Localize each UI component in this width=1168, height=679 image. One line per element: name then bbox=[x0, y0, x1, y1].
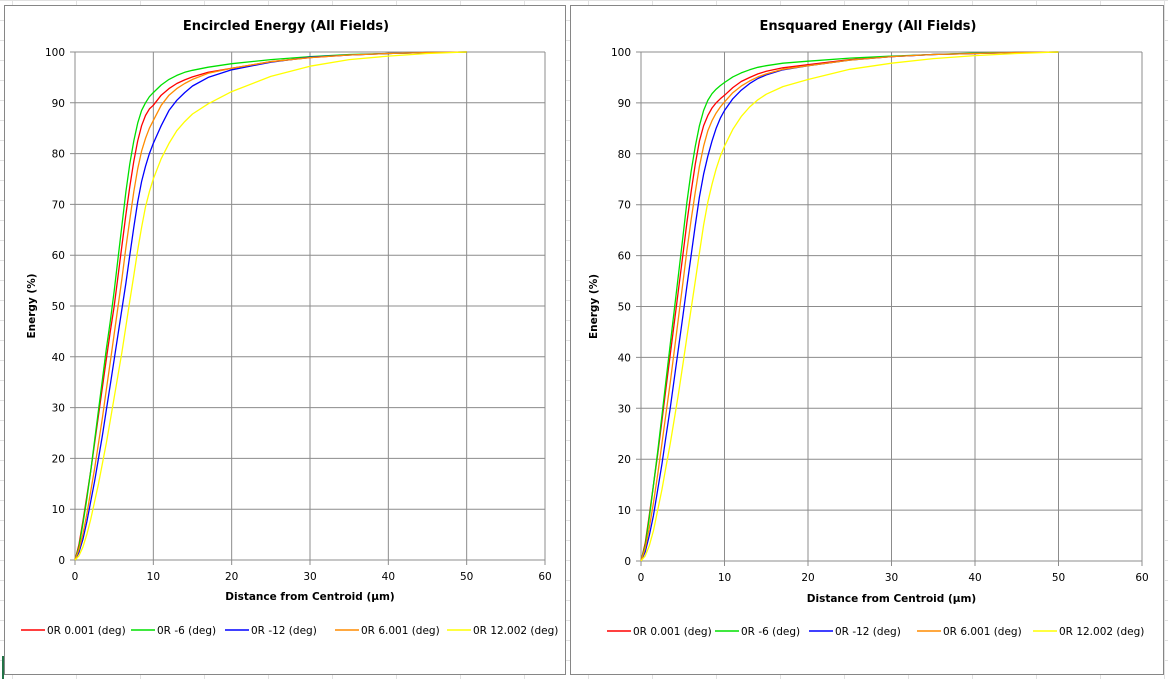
x-tick-label: 10 bbox=[718, 572, 731, 584]
y-tick-label: 10 bbox=[618, 505, 631, 517]
legend-item[interactable]: 0R 12.002 (deg) bbox=[1033, 626, 1144, 638]
legend-item[interactable]: 0R 0.001 (deg) bbox=[607, 626, 712, 638]
legend-item[interactable]: 0R 6.001 (deg) bbox=[335, 625, 440, 637]
x-tick-label: 50 bbox=[1052, 572, 1065, 584]
cell-selection-marker bbox=[2, 656, 4, 679]
y-tick-label: 40 bbox=[52, 352, 65, 364]
legend-item[interactable]: 0R 0.001 (deg) bbox=[21, 625, 126, 637]
y-tick-label: 70 bbox=[52, 199, 65, 211]
series-line-1[interactable] bbox=[74, 51, 467, 561]
series-line-3[interactable] bbox=[74, 51, 467, 561]
x-tick-label: 60 bbox=[538, 571, 551, 583]
y-tick-label: 50 bbox=[52, 301, 65, 313]
y-tick-label: 10 bbox=[52, 504, 65, 516]
y-tick-label: 20 bbox=[618, 454, 631, 466]
legend-item[interactable]: 0R 12.002 (deg) bbox=[447, 625, 558, 637]
y-tick-label: 0 bbox=[624, 556, 631, 568]
legend-label: 0R -6 (deg) bbox=[157, 625, 216, 637]
series-line-4[interactable] bbox=[74, 51, 467, 561]
x-tick-label: 20 bbox=[801, 572, 814, 584]
chart-title: Ensquared Energy (All Fields) bbox=[760, 19, 977, 34]
y-tick-label: 90 bbox=[52, 98, 65, 110]
y-tick-label: 30 bbox=[618, 403, 631, 415]
series-line-1[interactable] bbox=[640, 51, 1059, 562]
series-line-4[interactable] bbox=[640, 51, 1059, 562]
y-tick-label: 80 bbox=[52, 149, 65, 161]
y-tick-label: 0 bbox=[58, 555, 65, 567]
y-tick-label: 90 bbox=[618, 98, 631, 110]
ensquared-energy-chart[interactable]: Ensquared Energy (All Fields) 0 10 20 30 40 50… bbox=[570, 5, 1164, 675]
y-tick-label: 70 bbox=[618, 200, 631, 212]
y-tick-label: 40 bbox=[618, 352, 631, 364]
legend-item[interactable]: 0R -6 (deg) bbox=[131, 625, 216, 637]
x-tick-label: 20 bbox=[225, 571, 238, 583]
y-tick-label: 80 bbox=[618, 149, 631, 161]
legend-label: 0R 0.001 (deg) bbox=[47, 625, 126, 637]
x-tick-label: 30 bbox=[885, 572, 898, 584]
x-tick-label: 30 bbox=[303, 571, 316, 583]
legend-item[interactable]: 0R 6.001 (deg) bbox=[917, 626, 1022, 638]
ensquared-energy-plot: Ensquared Energy (All Fields) 0 10 20 30 40 50… bbox=[588, 19, 1149, 638]
legend-label: 0R -12 (deg) bbox=[251, 625, 317, 637]
legend-item[interactable]: 0R -12 (deg) bbox=[809, 626, 901, 638]
x-tick-label: 40 bbox=[968, 572, 981, 584]
encircled-energy-plot: Encircled Energy (All Fields) 0 10 20 30 40 50… bbox=[21, 19, 558, 637]
legend-label: 0R 12.002 (deg) bbox=[473, 625, 558, 637]
y-axis-label: Energy (%) bbox=[588, 274, 600, 339]
y-tick-label: 100 bbox=[45, 47, 65, 59]
x-tick-label: 40 bbox=[382, 571, 395, 583]
y-tick-label: 60 bbox=[618, 251, 631, 263]
x-tick-label: 50 bbox=[460, 571, 473, 583]
legend-item[interactable]: 0R -12 (deg) bbox=[225, 625, 317, 637]
y-tick-label: 60 bbox=[52, 250, 65, 262]
y-tick-label: 20 bbox=[52, 453, 65, 465]
legend-label: 0R 0.001 (deg) bbox=[633, 626, 712, 638]
legend-label: 0R 6.001 (deg) bbox=[361, 625, 440, 637]
encircled-energy-chart[interactable]: Encircled Energy (All Fields) 0 10 20 30 40 50… bbox=[4, 5, 566, 675]
series-line-0[interactable] bbox=[640, 51, 1059, 562]
chart-title: Encircled Energy (All Fields) bbox=[183, 19, 389, 34]
x-tick-label: 10 bbox=[147, 571, 160, 583]
y-axis-label: Energy (%) bbox=[26, 273, 38, 338]
legend-label: 0R -6 (deg) bbox=[741, 626, 800, 638]
y-tick-label: 100 bbox=[611, 47, 631, 59]
series-line-2[interactable] bbox=[74, 51, 467, 561]
x-tick-label: 0 bbox=[72, 571, 79, 583]
legend-label: 0R -12 (deg) bbox=[835, 626, 901, 638]
x-tick-label: 60 bbox=[1135, 572, 1148, 584]
x-axis-label: Distance from Centroid (µm) bbox=[807, 593, 976, 605]
series-line-3[interactable] bbox=[640, 51, 1059, 562]
y-tick-label: 50 bbox=[618, 302, 631, 314]
x-tick-label: 0 bbox=[638, 572, 645, 584]
legend-item[interactable]: 0R -6 (deg) bbox=[715, 626, 800, 638]
x-axis-label: Distance from Centroid (µm) bbox=[225, 591, 394, 603]
legend-label: 0R 6.001 (deg) bbox=[943, 626, 1022, 638]
legend-label: 0R 12.002 (deg) bbox=[1059, 626, 1144, 638]
y-tick-label: 30 bbox=[52, 403, 65, 415]
